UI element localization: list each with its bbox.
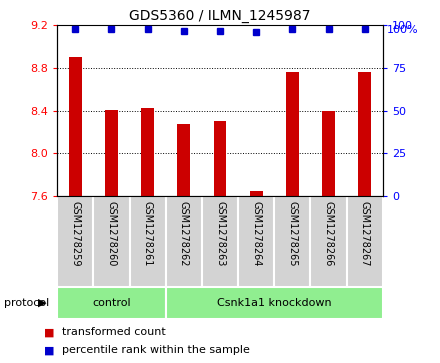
Bar — [202, 196, 238, 287]
Bar — [166, 196, 202, 287]
Text: GSM1278262: GSM1278262 — [179, 200, 189, 266]
Bar — [166, 287, 383, 319]
Text: GSM1278265: GSM1278265 — [287, 200, 297, 266]
Bar — [69, 57, 82, 196]
Bar — [347, 196, 383, 287]
Bar — [141, 107, 154, 196]
Text: transformed count: transformed count — [62, 327, 165, 337]
Bar — [250, 191, 263, 196]
Text: protocol: protocol — [4, 298, 50, 308]
Text: ■: ■ — [44, 345, 55, 355]
Text: 100%: 100% — [387, 25, 418, 36]
Bar — [238, 196, 274, 287]
Text: GSM1278264: GSM1278264 — [251, 200, 261, 266]
Bar — [105, 110, 118, 196]
Text: GSM1278260: GSM1278260 — [106, 200, 117, 266]
Bar — [359, 72, 371, 196]
Bar — [274, 196, 311, 287]
Bar — [322, 111, 335, 196]
Text: GSM1278267: GSM1278267 — [360, 200, 370, 266]
Title: GDS5360 / ILMN_1245987: GDS5360 / ILMN_1245987 — [129, 9, 311, 23]
Text: control: control — [92, 298, 131, 308]
Text: Csnk1a1 knockdown: Csnk1a1 knockdown — [217, 298, 332, 308]
Text: GSM1278266: GSM1278266 — [323, 200, 334, 266]
Bar — [214, 121, 226, 196]
Bar — [129, 196, 166, 287]
Bar — [311, 196, 347, 287]
Bar — [57, 287, 166, 319]
Text: GSM1278263: GSM1278263 — [215, 200, 225, 266]
Text: ■: ■ — [44, 327, 55, 337]
Bar — [93, 196, 129, 287]
Text: ▶: ▶ — [37, 298, 46, 308]
Text: percentile rank within the sample: percentile rank within the sample — [62, 345, 249, 355]
Bar — [286, 72, 299, 196]
Bar — [57, 196, 93, 287]
Text: GSM1278261: GSM1278261 — [143, 200, 153, 266]
Text: GSM1278259: GSM1278259 — [70, 200, 80, 266]
Bar — [177, 123, 190, 196]
